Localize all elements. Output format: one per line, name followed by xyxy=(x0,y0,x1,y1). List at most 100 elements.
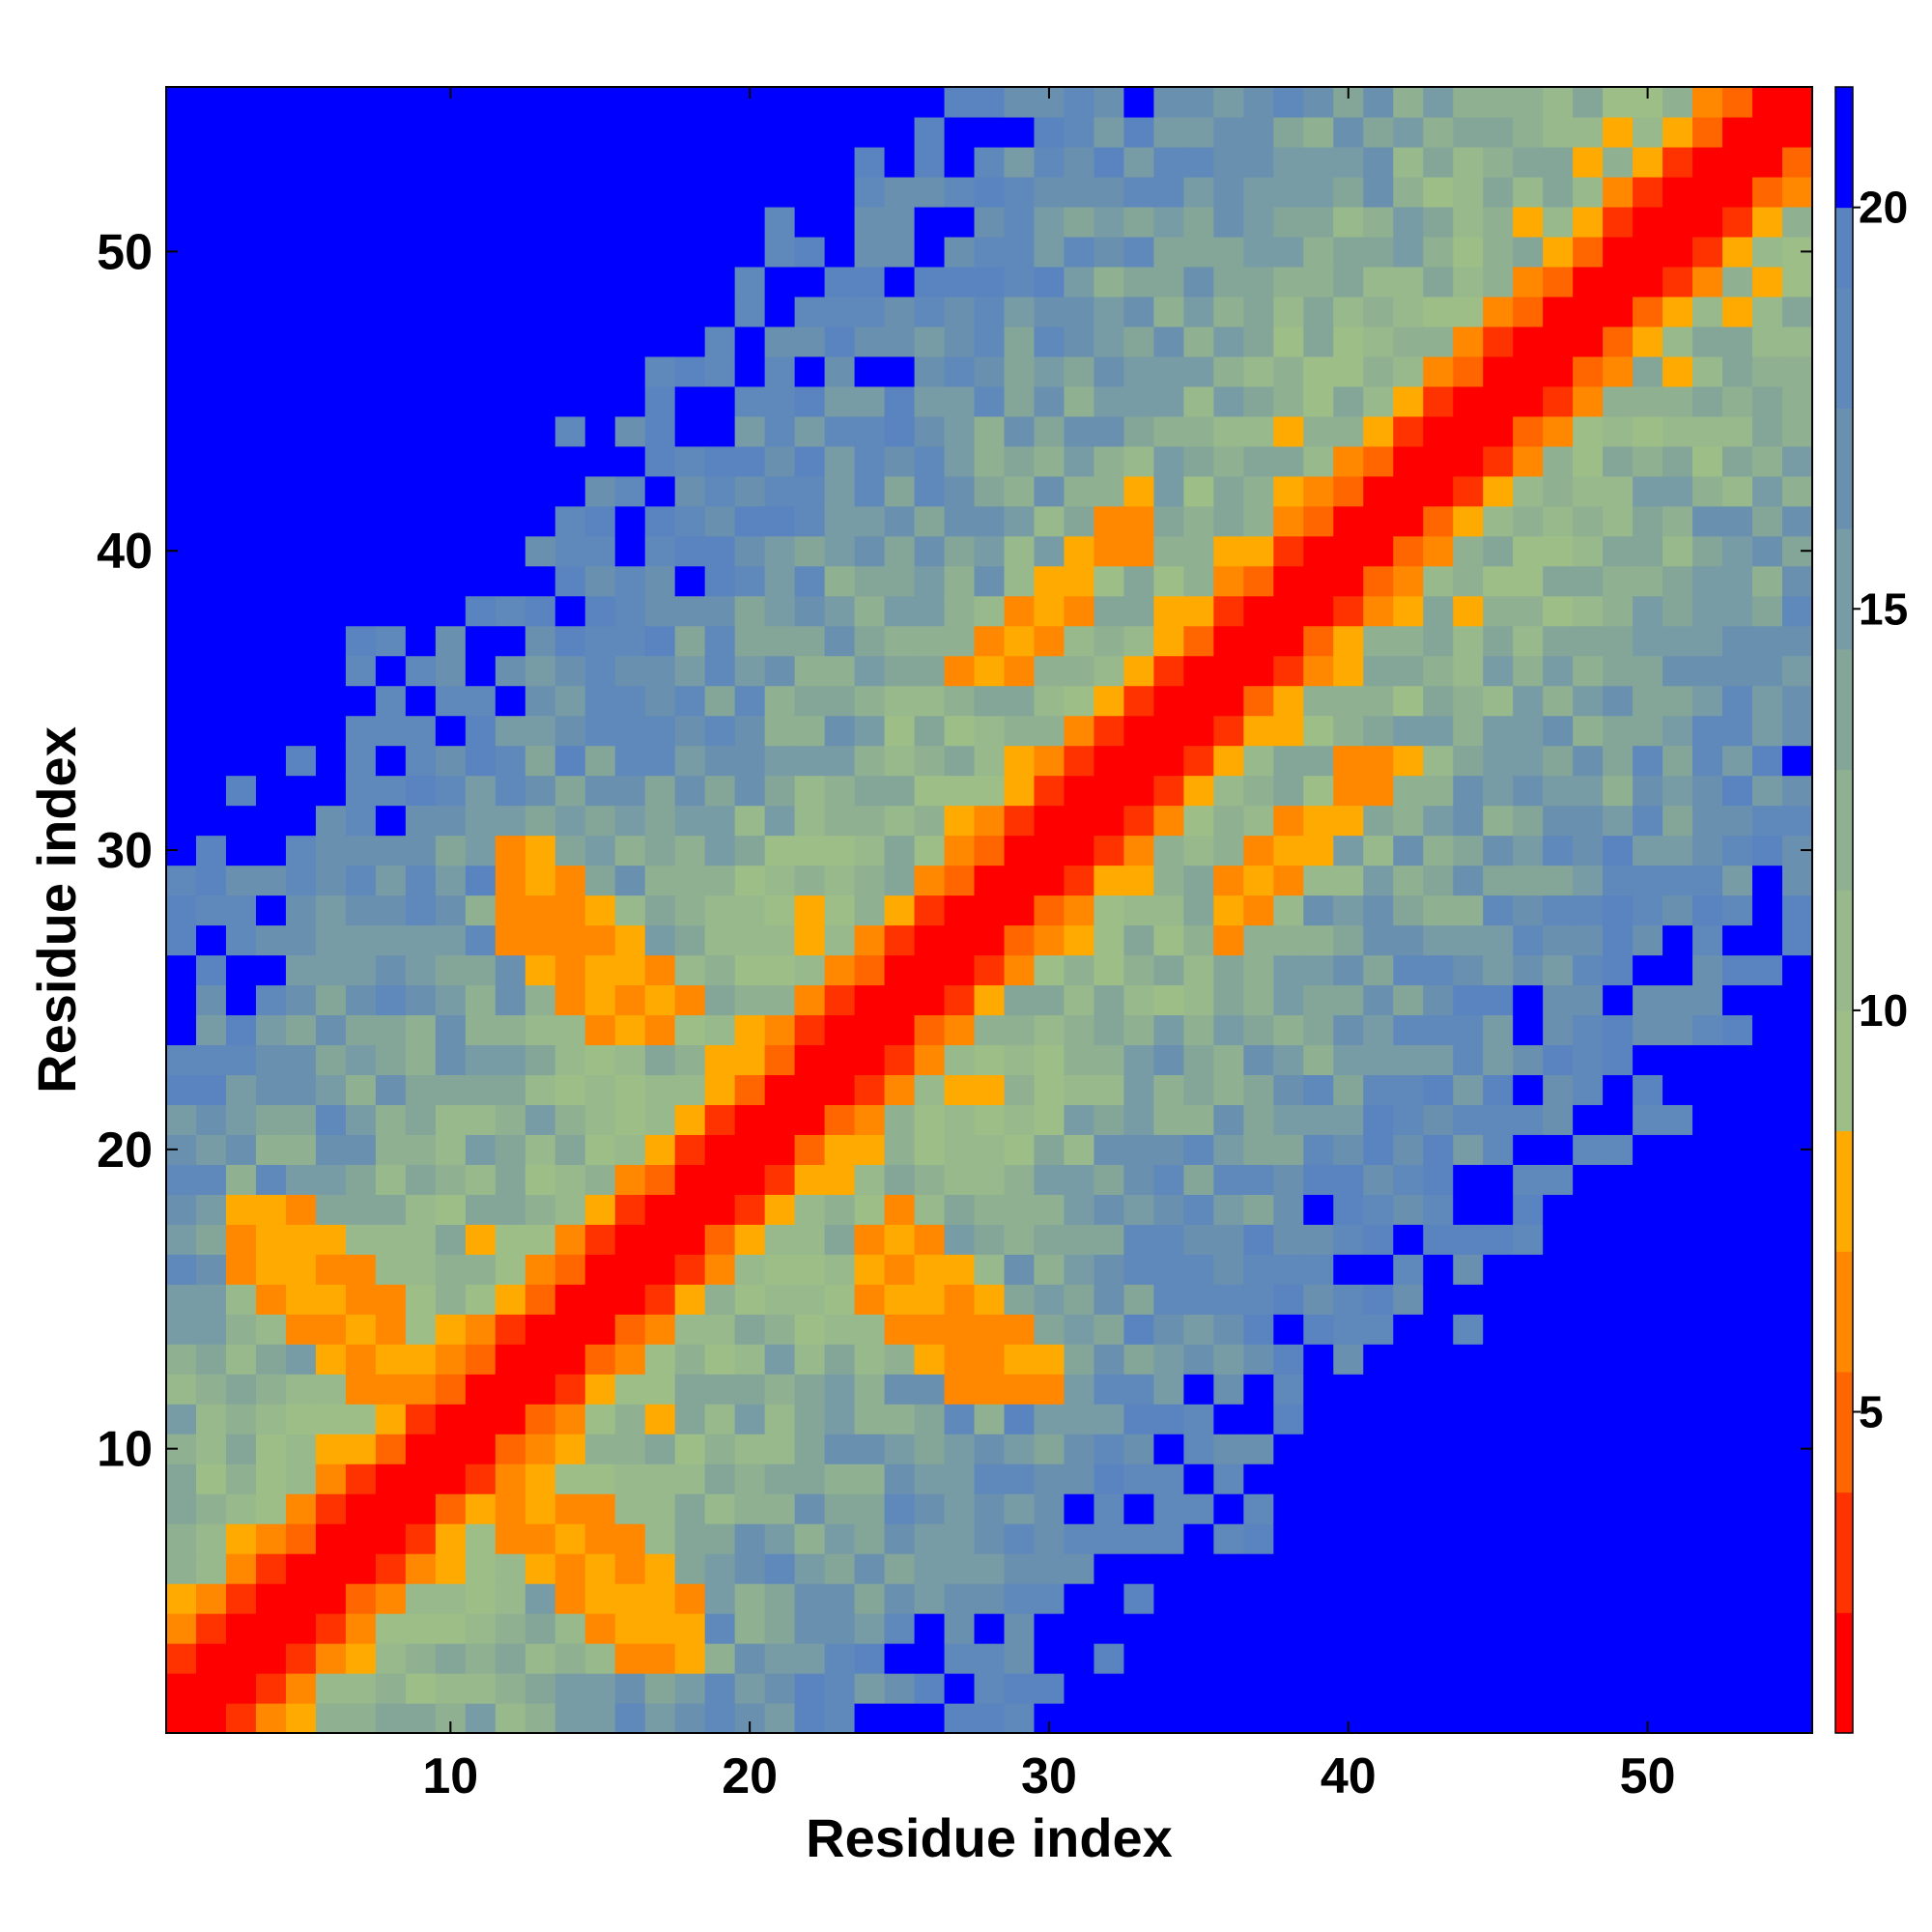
heatmap-cell xyxy=(974,1074,1006,1105)
heatmap-cell xyxy=(255,565,287,597)
heatmap-cell xyxy=(1782,1493,1813,1524)
heatmap-cell xyxy=(1543,1404,1574,1435)
heatmap-cell xyxy=(1064,865,1095,896)
heatmap-cell xyxy=(195,1254,227,1285)
heatmap-cell xyxy=(285,445,317,477)
heatmap-cell xyxy=(704,835,736,867)
heatmap-cell xyxy=(1573,146,1604,178)
heatmap-cell xyxy=(914,865,946,896)
heatmap-cell xyxy=(1603,865,1634,896)
heatmap-cell xyxy=(854,1164,886,1195)
heatmap-cell xyxy=(884,865,916,896)
heatmap-cell xyxy=(285,1703,317,1734)
heatmap-cell xyxy=(465,1493,497,1524)
heatmap-cell xyxy=(854,685,886,717)
heatmap-cell xyxy=(1034,984,1065,1016)
heatmap-cell xyxy=(1273,505,1304,537)
heatmap-cell xyxy=(704,355,736,387)
heatmap-cell xyxy=(1153,116,1184,148)
heatmap-cell xyxy=(1123,1014,1154,1046)
heatmap-cell xyxy=(644,1164,676,1195)
heatmap-cell xyxy=(166,1523,197,1554)
heatmap-cell xyxy=(195,1224,227,1255)
heatmap-cell xyxy=(1573,1344,1604,1375)
heatmap-cell xyxy=(1782,1074,1813,1105)
heatmap-cell xyxy=(315,865,347,896)
heatmap-cell xyxy=(525,835,556,867)
heatmap-cell xyxy=(1513,924,1544,956)
heatmap-cell xyxy=(495,1104,526,1135)
heatmap-cell xyxy=(1722,146,1753,178)
heatmap-cell xyxy=(1243,655,1274,687)
heatmap-cell xyxy=(1752,1134,1783,1165)
heatmap-cell xyxy=(1243,1434,1274,1464)
heatmap-cell xyxy=(1603,1523,1634,1554)
heatmap-cell xyxy=(405,1643,437,1674)
heatmap-cell xyxy=(495,1703,526,1734)
heatmap-cell xyxy=(285,1044,317,1075)
heatmap-cell xyxy=(1064,445,1095,477)
heatmap-cell xyxy=(614,296,646,327)
heatmap-cell xyxy=(495,835,526,867)
heatmap-cell xyxy=(944,415,976,447)
heatmap-cell xyxy=(495,1374,526,1405)
heatmap-cell xyxy=(195,1284,227,1315)
heatmap-cell xyxy=(405,1374,437,1405)
heatmap-cell xyxy=(1123,1074,1154,1105)
heatmap-cell xyxy=(914,1583,946,1614)
heatmap-cell xyxy=(644,1104,676,1135)
heatmap-cell xyxy=(764,1523,796,1554)
heatmap-cell xyxy=(166,595,197,627)
heatmap-cell xyxy=(435,835,467,867)
heatmap-cell xyxy=(435,535,467,567)
heatmap-cell xyxy=(1243,895,1274,926)
heatmap-cell xyxy=(1004,146,1036,178)
heatmap-cell xyxy=(764,745,796,777)
heatmap-cell xyxy=(1153,355,1184,387)
heatmap-cell xyxy=(225,1344,257,1375)
heatmap-cell xyxy=(1123,1044,1154,1075)
heatmap-cell xyxy=(674,146,706,178)
heatmap-cell xyxy=(1034,655,1065,687)
heatmap-cell xyxy=(944,1613,976,1644)
heatmap-cell xyxy=(375,87,407,118)
heatmap-cell xyxy=(794,1463,826,1494)
heatmap-cell xyxy=(944,1104,976,1135)
heatmap-cell xyxy=(1094,685,1125,717)
heatmap-cell xyxy=(764,1044,796,1075)
heatmap-cell xyxy=(614,1703,646,1734)
heatmap-cell xyxy=(405,1463,437,1494)
heatmap-cell xyxy=(255,655,287,687)
heatmap-cell xyxy=(405,116,437,148)
heatmap-cell xyxy=(1034,715,1065,747)
heatmap-cell xyxy=(285,625,317,657)
heatmap-cell xyxy=(1513,1673,1544,1704)
heatmap-cell xyxy=(1423,1434,1454,1464)
heatmap-cell xyxy=(465,1703,497,1734)
heatmap-cell xyxy=(1513,116,1544,148)
heatmap-cell xyxy=(1752,505,1783,537)
heatmap-cell xyxy=(1782,1463,1813,1494)
heatmap-cell xyxy=(1543,1044,1574,1075)
heatmap-cell xyxy=(1752,355,1783,387)
heatmap-cell xyxy=(1004,445,1036,477)
heatmap-cell xyxy=(584,236,616,268)
heatmap-cell xyxy=(1303,775,1334,807)
heatmap-cell xyxy=(1034,775,1065,807)
heatmap-cell xyxy=(614,565,646,597)
heatmap-cell xyxy=(1004,984,1036,1016)
heatmap-cell xyxy=(554,924,586,956)
heatmap-cell xyxy=(1363,1044,1394,1075)
heatmap-cell xyxy=(1303,415,1334,447)
heatmap-cell xyxy=(1273,865,1304,896)
heatmap-cell xyxy=(1243,146,1274,178)
heatmap-cell xyxy=(525,1673,556,1704)
heatmap-cell xyxy=(974,865,1006,896)
heatmap-cell xyxy=(614,1314,646,1345)
heatmap-cell xyxy=(1722,565,1753,597)
heatmap-cell xyxy=(1183,1703,1214,1734)
heatmap-cell xyxy=(1722,116,1753,148)
heatmap-cell xyxy=(1153,385,1184,417)
heatmap-cell xyxy=(345,565,377,597)
heatmap-cell xyxy=(1303,1493,1334,1524)
